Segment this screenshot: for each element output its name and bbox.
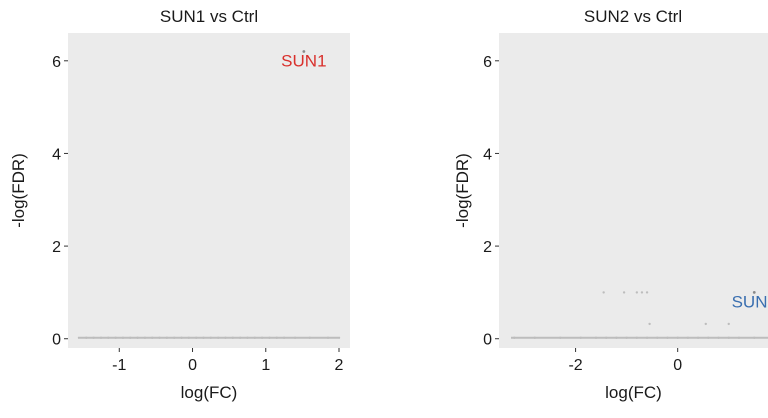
data-point <box>727 336 730 340</box>
y-tick-label: 0 <box>483 332 492 349</box>
data-point <box>308 336 311 340</box>
y-tick-label: 4 <box>483 146 492 163</box>
x-tick-label: 2 <box>335 357 344 374</box>
data-point <box>260 336 264 340</box>
highlighted-gene-label: SUN1 <box>281 52 326 71</box>
plot-panel <box>68 33 350 348</box>
data-point <box>136 336 139 340</box>
data-point <box>194 336 198 340</box>
data-point <box>648 322 651 326</box>
highlighted-gene-label: SUN2 <box>732 292 768 311</box>
data-point <box>99 336 103 340</box>
data-point <box>656 336 659 340</box>
data-point <box>114 336 117 340</box>
data-point <box>615 336 618 340</box>
data-point <box>216 336 220 340</box>
data-point <box>282 336 286 340</box>
data-point <box>209 336 213 340</box>
data-point <box>533 336 536 340</box>
data-point <box>635 291 639 294</box>
plot-title: SUN1 vs Ctrl <box>160 7 258 26</box>
data-point <box>129 336 132 340</box>
data-point <box>268 336 271 340</box>
data-point <box>107 336 110 340</box>
data-point <box>513 336 516 340</box>
data-point <box>202 336 205 340</box>
data-point <box>753 336 756 340</box>
x-tick-label: 1 <box>261 357 270 374</box>
data-point <box>165 336 169 340</box>
highlighted-gene-point <box>752 291 756 294</box>
data-point <box>686 336 690 340</box>
x-tick-label: 0 <box>188 357 197 374</box>
data-point <box>92 336 95 340</box>
y-tick-label: 2 <box>483 239 492 256</box>
data-point <box>579 336 582 340</box>
data-point <box>238 336 242 340</box>
data-point <box>640 291 644 294</box>
data-point <box>231 336 235 340</box>
data-point <box>180 336 183 340</box>
data-point <box>187 336 191 340</box>
data-point <box>121 336 125 340</box>
data-point <box>625 336 628 340</box>
data-point <box>666 336 669 340</box>
x-axis-title: log(FC) <box>181 383 238 402</box>
data-point <box>246 336 249 340</box>
x-axis-title: log(FC) <box>605 383 662 402</box>
y-tick-label: 6 <box>52 54 61 71</box>
data-point <box>143 336 147 340</box>
data-point <box>253 336 256 340</box>
data-point <box>85 336 88 340</box>
y-tick-label: 0 <box>52 332 61 349</box>
plot-title: SUN2 vs Ctrl <box>584 7 682 26</box>
data-point <box>602 291 605 294</box>
data-point <box>559 336 562 340</box>
data-point <box>717 336 720 340</box>
y-tick-label: 6 <box>483 54 492 71</box>
x-tick-label: 0 <box>673 357 682 374</box>
data-point <box>622 291 626 294</box>
data-point <box>737 336 741 340</box>
data-point <box>293 336 297 340</box>
plot-panel <box>499 33 768 348</box>
data-point <box>77 336 81 340</box>
data-point <box>275 336 278 340</box>
y-axis-title: -log(FDR) <box>9 153 28 228</box>
data-point <box>337 336 341 340</box>
data-point <box>696 336 700 340</box>
x-tick-label: -2 <box>568 357 582 374</box>
data-point <box>704 322 707 326</box>
data-point <box>158 336 161 340</box>
sun1-vs-ctrl-plot: SUN1 SUN1 vs Ctrl 0 2 4 6 -1 0 1 2 log(FC) -log(FDR… <box>9 7 350 402</box>
y-tick-label: 2 <box>52 239 61 256</box>
data-point <box>635 336 639 340</box>
data-point <box>151 336 154 340</box>
y-tick-label: 4 <box>52 146 61 163</box>
data-point <box>594 336 598 340</box>
data-point <box>676 336 679 340</box>
data-point <box>326 336 330 340</box>
x-tick-label: -1 <box>112 357 126 374</box>
data-point <box>605 336 608 340</box>
data-point <box>727 322 730 326</box>
y-axis-title: -log(FDR) <box>453 153 472 228</box>
data-point <box>645 336 649 340</box>
data-point <box>173 336 176 340</box>
highlighted-gene-point <box>302 50 306 53</box>
data-point <box>645 291 649 294</box>
data-point <box>224 336 227 340</box>
data-point <box>707 336 710 340</box>
